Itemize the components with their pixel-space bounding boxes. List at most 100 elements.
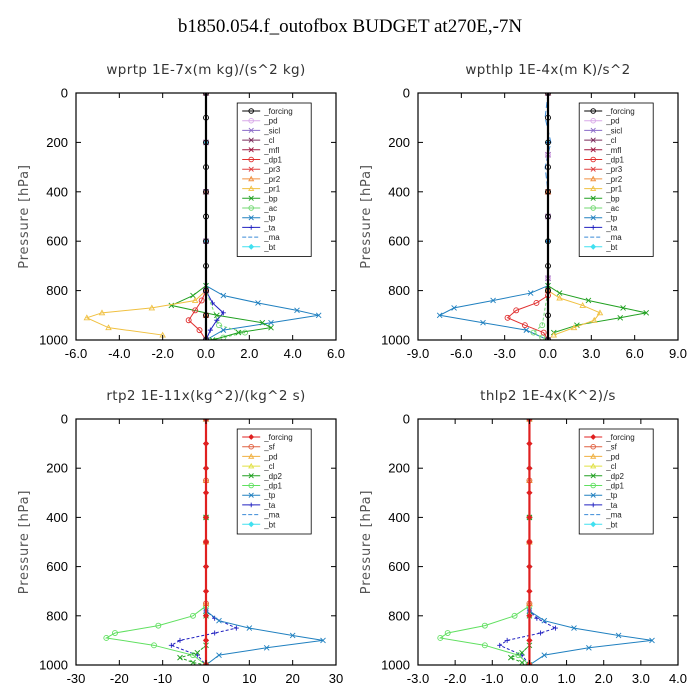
data-point — [504, 314, 511, 321]
data-point — [526, 588, 533, 595]
panel-3: rtp2 1E-11x(kg^2)/(kg^2 s) Pressure [hPa]… — [17, 388, 343, 686]
y-axis-label: Pressure [hPa] — [359, 490, 374, 594]
data-point — [220, 292, 227, 299]
x-tick-label: -9.0 — [407, 346, 429, 361]
x-tick-label: -2.0 — [444, 671, 466, 686]
data-point — [148, 304, 156, 311]
y-tick-label: 1000 — [381, 658, 410, 673]
data-point — [527, 290, 534, 296]
legend-entry: _bt — [605, 243, 618, 252]
panel-title: wprtp 1E-7x(m kg)/(s^2 kg) — [106, 62, 305, 78]
data-point — [545, 262, 551, 269]
series-line-ma — [544, 93, 552, 340]
y-tick-label: 600 — [46, 234, 68, 249]
series-line-dp2 — [509, 419, 530, 665]
legend-marker — [248, 127, 254, 134]
panel-1: wprtp 1E-7x(m kg)/(s^2 kg) Pressure [hPa]… — [17, 62, 345, 361]
data-point — [545, 213, 551, 220]
data-point — [508, 654, 514, 661]
data-point — [202, 465, 210, 472]
y-tick-label: 800 — [46, 283, 68, 298]
y-axis-label: Pressure [hPa] — [17, 164, 32, 268]
data-point — [220, 310, 226, 316]
legend-marker — [590, 462, 597, 469]
data-point — [185, 317, 192, 324]
legend-marker — [590, 473, 596, 479]
data-point — [202, 563, 210, 570]
data-point — [519, 649, 525, 656]
data-point — [556, 290, 563, 296]
data-point — [586, 644, 592, 651]
y-tick-label: 200 — [46, 461, 68, 476]
panel-4: thlp2 1E-4x(K^2)/s Pressure [hPa] -3.0 -2.0… — [359, 388, 687, 686]
x-tick-label: 6.0 — [327, 346, 345, 361]
legend-marker — [590, 521, 597, 528]
legend-entry: _ma — [263, 511, 280, 520]
data-point — [202, 514, 210, 521]
x-tick-label: 30 — [329, 671, 343, 686]
data-point — [490, 297, 496, 304]
data-point — [212, 630, 218, 636]
legend-entry: _mfl — [263, 146, 279, 155]
data-point — [177, 654, 183, 661]
x-tick-label: -3.0 — [493, 346, 515, 361]
legend-entry: _tp — [263, 491, 276, 500]
y-tick-label: 1000 — [39, 658, 68, 673]
data-point — [246, 625, 253, 631]
legend-entry: _forcing — [263, 107, 292, 116]
data-point — [294, 307, 300, 314]
legend-entry: _mfl — [605, 146, 621, 155]
data-point — [203, 114, 209, 121]
data-point — [497, 642, 503, 648]
data-point — [596, 309, 604, 316]
data-point — [526, 514, 533, 521]
legend-entry: _bt — [605, 520, 618, 529]
legend-marker — [590, 137, 596, 143]
legend-entry: _tp — [605, 491, 618, 500]
data-point — [202, 489, 210, 496]
legend-marker — [248, 195, 254, 201]
x-tick-label: 4.0 — [669, 671, 687, 686]
legend-entry: _pd — [263, 117, 277, 126]
legend-entry: _sf — [263, 443, 275, 452]
legend-marker — [248, 434, 255, 440]
legend-marker — [248, 137, 254, 143]
y-tick-label: 600 — [388, 234, 410, 249]
legend-marker — [248, 225, 254, 230]
legend-marker — [590, 502, 596, 508]
data-point — [203, 262, 209, 269]
legend-marker — [248, 156, 254, 163]
data-point — [83, 314, 91, 321]
x-tick-label: 3.0 — [632, 671, 650, 686]
legend-marker — [590, 215, 596, 221]
x-tick-label: -6.0 — [450, 346, 472, 361]
data-point — [556, 294, 563, 301]
y-axis-label: Pressure [hPa] — [359, 164, 374, 268]
data-point — [545, 312, 551, 319]
plot-frame — [417, 418, 679, 666]
legend-entry: _bp — [605, 194, 620, 203]
legend-marker — [590, 492, 596, 498]
data-point — [511, 612, 518, 619]
data-point — [207, 327, 213, 333]
legend-marker — [248, 175, 255, 182]
legend-entry: _ta — [605, 223, 618, 232]
legend-marker — [590, 434, 597, 440]
y-axis-label: Pressure [hPa] — [17, 490, 32, 594]
data-point — [259, 319, 266, 326]
legend-entry: _ta — [263, 501, 276, 510]
data-point — [545, 238, 551, 245]
legend-marker — [590, 108, 596, 114]
x-tick-label: 20 — [285, 671, 299, 686]
legend-entry: _pr1 — [263, 185, 281, 194]
data-point — [615, 632, 622, 639]
data-point — [481, 642, 488, 649]
legend-entry: _dp2 — [263, 472, 282, 481]
legend-entry: _pr3 — [605, 165, 623, 174]
legend-marker — [590, 243, 597, 250]
legend-marker — [590, 225, 596, 230]
data-point — [112, 630, 118, 636]
legend-marker — [248, 492, 254, 498]
legend-entry: _sf — [605, 443, 617, 452]
